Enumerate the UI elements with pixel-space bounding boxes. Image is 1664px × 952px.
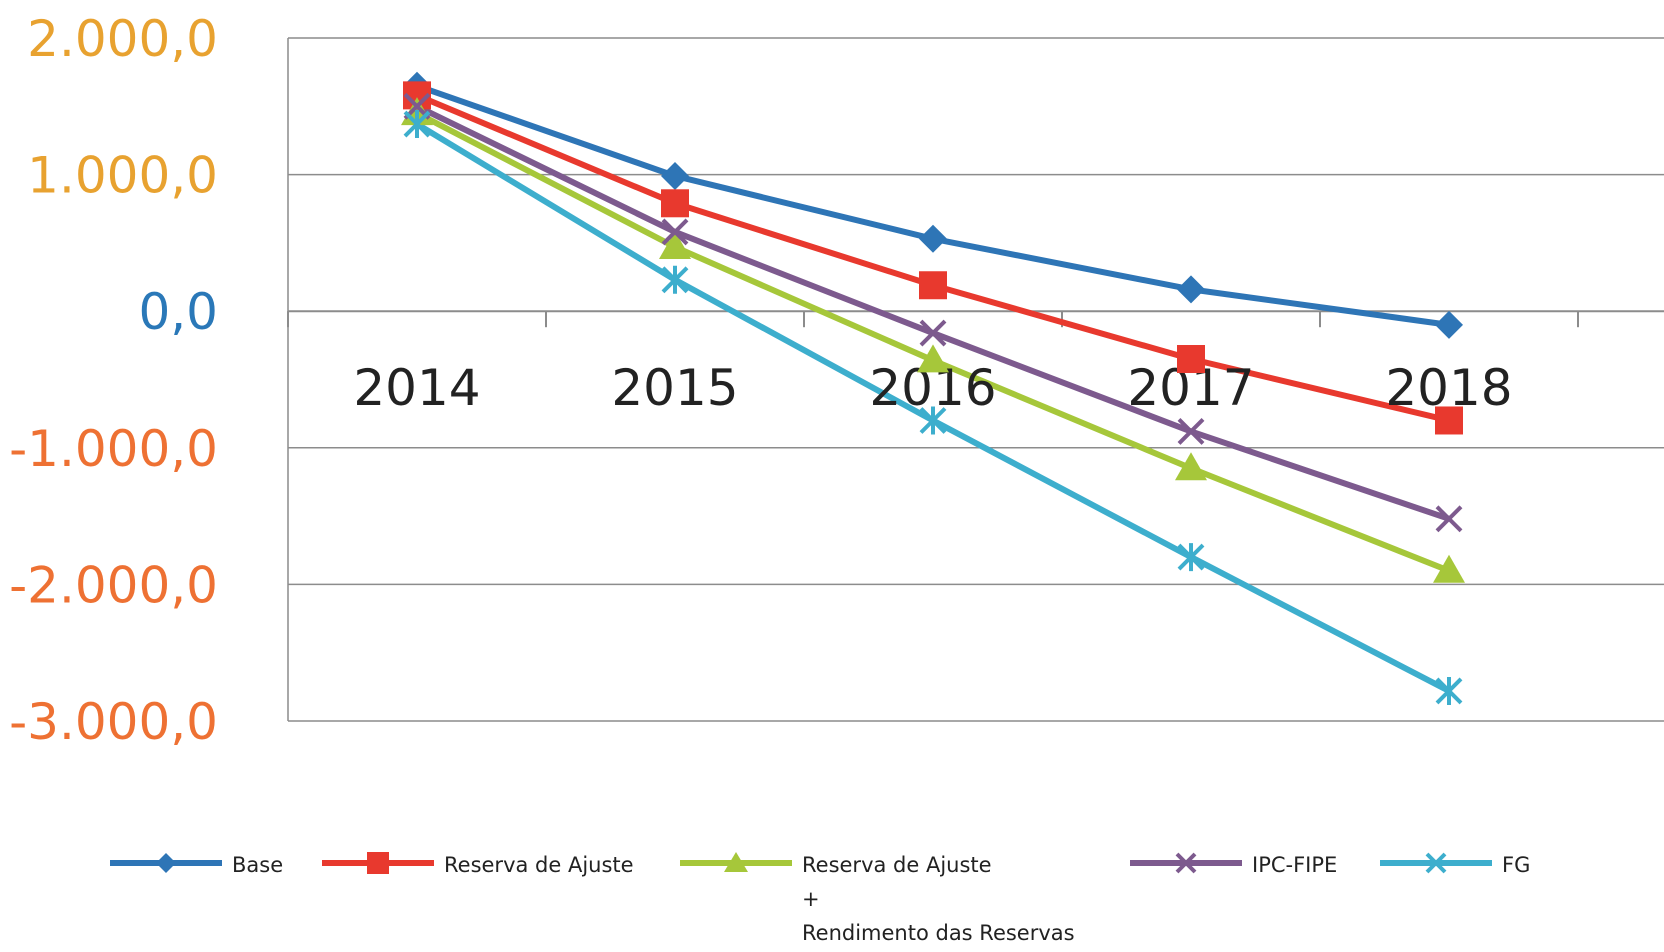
data-point-1-3 [1177, 345, 1205, 374]
data-point-1-4 [1435, 406, 1463, 435]
legend-marker [367, 852, 389, 874]
legend-label: IPC-FIPE [1252, 853, 1338, 877]
legend-marker [724, 852, 748, 872]
legend-label: Reserva de Ajuste + Rendimento das Reser… [802, 853, 1075, 945]
legend-marker [1425, 852, 1447, 874]
y-tick-label: -3.000,0 [9, 693, 218, 751]
series-line-3 [415, 103, 1450, 522]
data-point-4-1 [661, 265, 689, 294]
data-point-1-2 [919, 271, 947, 300]
data-point-4-2 [919, 406, 947, 435]
y-tick-label: 0,0 [138, 283, 218, 341]
legend-item: IPC-FIPE [1130, 848, 1337, 882]
legend-swatch [680, 852, 792, 872]
data-point-3-3 [1177, 417, 1205, 445]
y-tick-label: -2.000,0 [9, 556, 218, 614]
x-tick-label: 2015 [611, 359, 738, 417]
y-tick-label: 1.000,0 [27, 147, 218, 205]
legend-item: Base [110, 848, 283, 882]
legend-marker [1175, 852, 1197, 874]
data-point-2-1 [659, 230, 691, 259]
y-tick-label: 2.000,0 [27, 10, 218, 68]
data-point-0-3 [1177, 275, 1205, 304]
y-tick-label: -1.000,0 [9, 420, 218, 478]
legend-item: Reserva de Ajuste [322, 848, 634, 882]
data-point-0-4 [1435, 310, 1463, 339]
legend-swatch [322, 852, 434, 874]
legend-label: Reserva de Ajuste [444, 853, 634, 877]
data-point-3-4 [1435, 505, 1463, 533]
x-tick-label: 2014 [353, 359, 480, 417]
data-point-4-0 [403, 110, 431, 139]
legend-swatch [110, 853, 222, 873]
legend-swatch [1380, 852, 1492, 874]
data-point-4-4 [1435, 676, 1463, 705]
data-point-3-1 [661, 218, 689, 246]
data-point-2-3 [1175, 452, 1207, 481]
legend: Base Reserva de Ajuste Reserva de Ajuste +… [0, 848, 1664, 948]
data-point-0-1 [661, 161, 689, 190]
data-point-2-2 [917, 344, 949, 373]
data-point-1-1 [661, 189, 689, 218]
data-point-4-3 [1177, 543, 1205, 572]
data-point-0-2 [919, 224, 947, 253]
legend-marker [156, 853, 176, 873]
legend-label: FG [1502, 853, 1531, 877]
legend-item: Reserva de Ajuste + Rendimento das Reser… [680, 848, 1075, 950]
legend-item: FG [1380, 848, 1530, 882]
data-point-2-4 [1433, 554, 1465, 583]
data-point-3-2 [919, 319, 947, 347]
legend-swatch [1130, 852, 1242, 874]
legend-label: Base [232, 853, 284, 877]
